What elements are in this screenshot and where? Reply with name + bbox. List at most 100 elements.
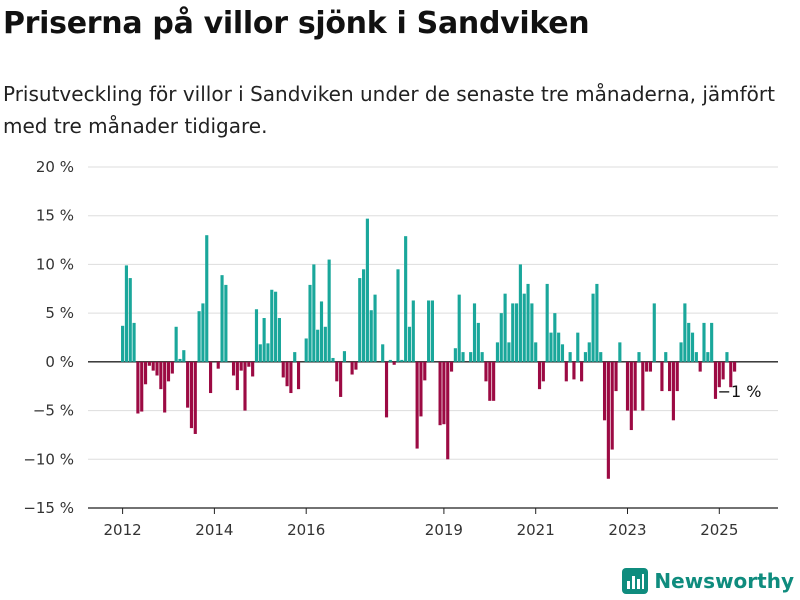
bar — [132, 322, 136, 362]
bar — [499, 313, 503, 362]
bar — [660, 361, 664, 392]
bar — [492, 361, 496, 401]
bar — [419, 361, 423, 417]
bar — [262, 318, 266, 362]
bar — [166, 361, 171, 382]
bar — [518, 264, 522, 362]
bar — [254, 309, 259, 362]
bar — [342, 351, 347, 362]
bar — [151, 361, 155, 371]
bar — [449, 361, 454, 372]
bar — [457, 294, 461, 362]
bar — [725, 352, 729, 362]
bar — [488, 361, 492, 401]
y-tick-label: 10 % — [36, 255, 74, 273]
bar — [591, 293, 595, 362]
bar — [258, 344, 262, 362]
bar — [384, 361, 389, 418]
bar — [277, 318, 281, 362]
bar — [629, 361, 633, 431]
bar — [312, 264, 316, 362]
bar — [220, 275, 224, 362]
bars — [121, 218, 737, 479]
bar — [541, 361, 545, 382]
bar — [327, 259, 331, 362]
bar — [274, 291, 278, 362]
bar — [568, 352, 572, 362]
bar — [358, 278, 362, 362]
bar — [296, 361, 301, 390]
bar — [549, 332, 553, 362]
bar — [472, 303, 477, 362]
bar — [633, 361, 637, 411]
bar — [637, 352, 641, 362]
bar — [453, 348, 457, 362]
bar — [664, 352, 668, 362]
bar — [124, 265, 128, 362]
bar — [224, 284, 228, 362]
brand-logo: Newsworthy — [622, 568, 794, 594]
bar — [128, 278, 132, 362]
bar — [583, 352, 587, 362]
bar — [595, 283, 599, 362]
y-tick-label: 20 % — [36, 158, 74, 176]
bar — [687, 322, 691, 362]
bar — [679, 342, 683, 362]
bar — [396, 269, 400, 362]
x-tick-label: 2019 — [425, 521, 463, 539]
bar — [197, 311, 201, 362]
bar — [553, 313, 557, 362]
bar — [710, 322, 714, 362]
y-tick-label: 5 % — [45, 304, 74, 322]
y-tick-label: 15 % — [36, 207, 74, 225]
bar — [614, 361, 618, 392]
bar — [251, 361, 255, 377]
bar — [319, 301, 324, 362]
bar — [308, 284, 312, 362]
last-value-label: −1 % — [718, 382, 762, 401]
brand-name: Newsworthy — [654, 569, 794, 593]
bar — [641, 361, 645, 411]
bar — [247, 361, 251, 367]
bar — [163, 361, 167, 413]
bar — [231, 361, 236, 376]
bar — [729, 361, 733, 388]
bar — [534, 342, 538, 362]
bar — [316, 329, 320, 362]
bar — [205, 235, 209, 362]
bar — [599, 352, 603, 362]
bar — [526, 283, 530, 362]
bar — [388, 359, 392, 362]
bar — [373, 294, 377, 362]
bar — [159, 361, 163, 390]
bar — [182, 350, 186, 362]
bar — [178, 358, 182, 362]
bar — [140, 361, 144, 412]
bar — [136, 361, 140, 414]
bar — [668, 361, 672, 392]
bar — [625, 361, 630, 411]
x-tick-label: 2014 — [195, 521, 233, 539]
bar — [717, 361, 721, 388]
bar — [147, 361, 151, 366]
bar — [469, 352, 473, 362]
bar — [335, 361, 339, 382]
bar — [174, 326, 178, 362]
bar — [564, 361, 568, 382]
bar — [285, 361, 289, 387]
bar — [304, 338, 308, 362]
bar — [354, 361, 358, 370]
bar — [143, 361, 148, 385]
bar — [706, 352, 710, 362]
bar — [407, 326, 412, 362]
bar — [331, 357, 335, 362]
x-tick-label: 2023 — [608, 521, 646, 539]
bar — [713, 361, 718, 399]
x-tick-label: 2012 — [104, 521, 142, 539]
y-tick-label: −5 % — [33, 402, 74, 420]
bar — [270, 289, 274, 362]
bar — [572, 361, 576, 380]
bar — [690, 332, 695, 362]
bar — [201, 303, 205, 362]
bar — [733, 361, 737, 372]
